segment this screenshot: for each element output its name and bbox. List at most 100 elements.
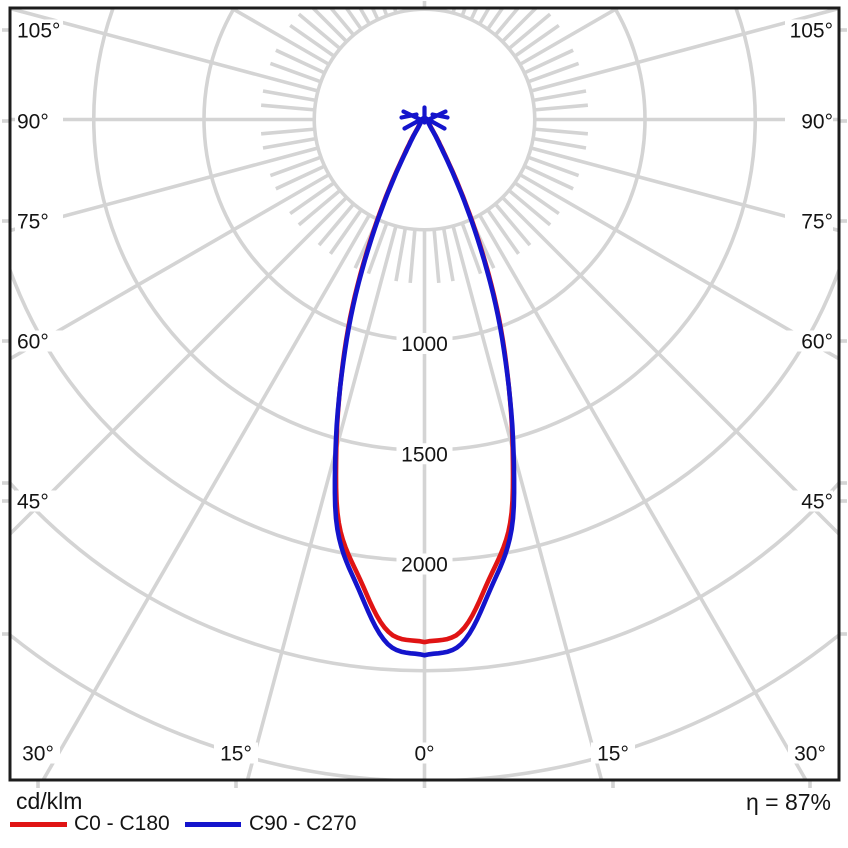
- grid-spoke-major: [478, 214, 808, 779]
- grid-spoke-minor: [297, 12, 342, 51]
- angle-label-right-90°: 90°: [801, 111, 833, 134]
- grid-spoke-minor: [507, 12, 552, 51]
- grid-spoke-major: [41, 214, 371, 779]
- angle-label-bottom-30°-bg: [788, 742, 832, 764]
- angle-label-bottom-15°-bg: [591, 742, 635, 764]
- grid-spoke-minor: [527, 155, 580, 178]
- angle-label-bottom-15°-bg: [214, 742, 258, 764]
- legend-swatch-c90-c270: [185, 822, 241, 827]
- center-star-spike: [422, 115, 447, 131]
- grid-spoke-minor: [297, 188, 342, 227]
- legend-label-c0-c180: C0 - C180: [74, 812, 170, 835]
- legend-label-c90-c270: C90 - C270: [249, 812, 357, 835]
- grid-spoke-minor: [260, 103, 315, 112]
- grid-spoke-minor: [289, 181, 336, 216]
- grid-spoke-minor: [275, 48, 326, 75]
- grid-spoke-minor: [408, 229, 417, 284]
- legend-swatch-c0-c180: [10, 822, 67, 827]
- grid-spoke-major: [11, 146, 319, 233]
- grid-spoke-minor: [260, 127, 315, 136]
- grid-spoke-major: [501, 196, 838, 536]
- grid-spoke-minor: [534, 127, 589, 136]
- angle-label-right-75°: 75°: [801, 211, 833, 234]
- ring-value-label-1500: 1500: [401, 443, 448, 466]
- grid-spoke-minor: [532, 136, 587, 150]
- grid-spoke-minor: [366, 222, 389, 275]
- grid-spoke-minor: [513, 23, 560, 58]
- grid-spoke-minor: [493, 9, 520, 37]
- angle-label-bottom-30°-bg: [16, 742, 60, 764]
- ring-value-label-1000-bg: [396, 333, 453, 354]
- angle-label-left-60°: 60°: [17, 331, 49, 354]
- grid-spoke-minor: [345, 9, 363, 31]
- grid-spoke-minor: [328, 208, 363, 255]
- light-output-ratio-label: η = 87%: [745, 789, 831, 815]
- ring-value-label-2000-bg: [396, 553, 453, 575]
- grid-spoke-minor: [432, 229, 441, 284]
- grid-spoke-minor: [469, 9, 478, 21]
- grid-spoke-minor: [269, 61, 322, 84]
- axis-labels: 105° 90° 75° 60° 45° 105° 90° 75° 60° 45° 30° 15° 0°…: [15, 19, 833, 766]
- angle-label-left-75°: 75°: [17, 211, 49, 234]
- center-star: [399, 105, 450, 131]
- grid-spoke-minor: [523, 164, 574, 191]
- angle-label-bottom-30°: 30°: [22, 743, 54, 766]
- angle-label-right-90°-bg: [785, 110, 833, 132]
- curve-c90-c270: [332, 117, 517, 658]
- ring-value-label-1000: 1000: [401, 333, 448, 356]
- angle-label-bottom-0°-bg: [402, 742, 447, 764]
- grid-spoke-minor: [289, 23, 336, 58]
- grid-spoke-minor: [493, 202, 532, 247]
- curves: [332, 117, 517, 658]
- grid-spoke-major: [530, 146, 838, 233]
- grid-spoke-major: [11, 196, 348, 536]
- ring-value-label-1500-bg: [396, 443, 453, 465]
- grid-spoke-minor: [507, 188, 552, 227]
- angle-label-left-90°-bg: [15, 110, 63, 132]
- grid-spoke-major: [519, 173, 838, 361]
- center-star-spike: [430, 112, 450, 120]
- grid-spoke-minor: [486, 208, 521, 255]
- grid-spoke-minor: [269, 155, 322, 178]
- grid-spoke-minor: [460, 222, 483, 275]
- angle-label-right-45°-bg: [785, 490, 833, 512]
- grid-spoke-minor: [486, 9, 504, 31]
- angle-label-right-75°-bg: [785, 210, 833, 232]
- grid-spoke-minor: [532, 89, 587, 103]
- grid-spoke-minor: [523, 48, 574, 75]
- grid-spoke-minor: [513, 181, 560, 216]
- angle-label-left-45°-bg: [15, 490, 63, 512]
- grid-spoke-minor: [275, 164, 326, 191]
- angle-label-left-90°: 90°: [17, 111, 49, 134]
- grid-spoke-minor: [527, 61, 580, 84]
- angle-label-bottom-0°: 0°: [414, 743, 434, 766]
- angle-label-right-105°: 105°: [790, 20, 833, 43]
- unit-label: cd/klm: [16, 788, 83, 814]
- grid-spoke-minor: [534, 103, 589, 112]
- grid-spoke-minor: [317, 202, 356, 247]
- angle-label-right-45°: 45°: [801, 491, 833, 514]
- angle-label-right-60°-bg: [785, 330, 833, 352]
- grid-spoke-minor: [394, 227, 408, 282]
- angle-label-left-60°-bg: [15, 330, 63, 352]
- grid-spoke-minor: [262, 89, 317, 103]
- angle-label-right-105°-bg: [785, 19, 833, 41]
- grid-spoke-minor: [329, 9, 356, 37]
- center-star-spike: [399, 112, 419, 120]
- center-star-spike: [402, 115, 427, 131]
- grid-spoke-major: [11, 9, 319, 93]
- grid-spoke-major: [530, 9, 838, 93]
- angle-label-left-105°: 105°: [17, 20, 60, 43]
- grid-spoke-minor: [441, 227, 455, 282]
- grid-spoke-minor: [262, 136, 317, 150]
- angle-label-right-60°: 60°: [801, 331, 833, 354]
- plot-border-frame: [8, 6, 841, 782]
- grid-spoke-major: [11, 173, 330, 361]
- angle-label-left-105°-bg: [15, 19, 63, 41]
- ring-value-label-2000: 2000: [401, 554, 448, 577]
- angle-label-left-75°-bg: [15, 210, 63, 232]
- grid-spoke-minor: [371, 9, 380, 21]
